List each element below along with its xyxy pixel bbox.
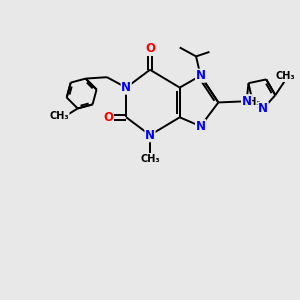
Text: N: N	[196, 120, 206, 133]
Text: N: N	[242, 95, 252, 108]
Text: N: N	[258, 102, 268, 115]
Text: N: N	[145, 129, 155, 142]
Text: CH₃: CH₃	[242, 97, 261, 107]
Text: N: N	[121, 81, 131, 94]
Text: N: N	[196, 69, 206, 82]
Text: O: O	[145, 42, 155, 56]
Text: CH₃: CH₃	[50, 111, 69, 121]
Text: CH₃: CH₃	[140, 154, 160, 164]
Text: O: O	[103, 111, 113, 124]
Text: CH₃: CH₃	[276, 71, 296, 81]
